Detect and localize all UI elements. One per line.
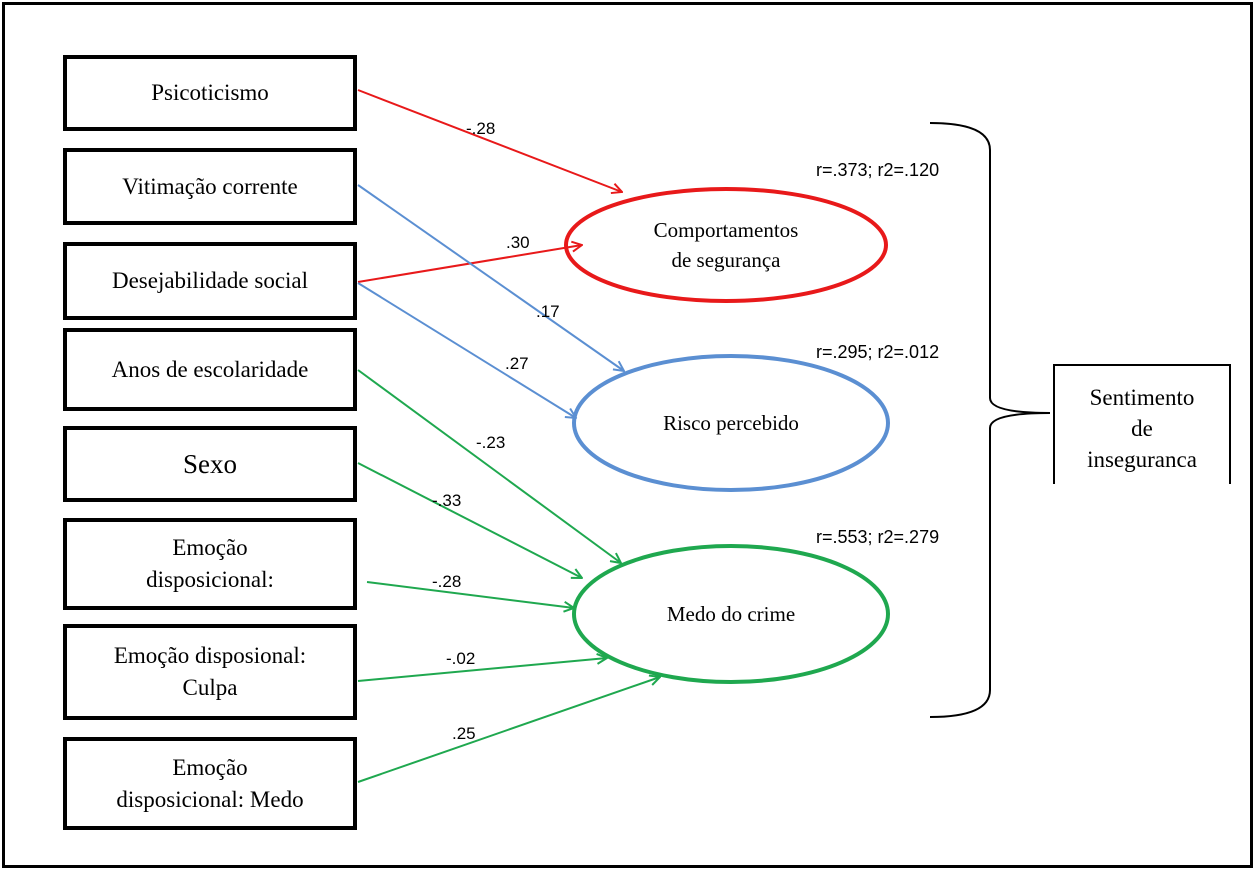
path-arrow-vitimacao-risco xyxy=(357,184,624,371)
predictor-label: Psicoticismo xyxy=(151,80,269,105)
path-arrow-psicoticismo-comportamentos xyxy=(357,89,622,192)
predictor-label: Emoção disposicional: Medo xyxy=(116,754,304,812)
predictor-label: Sexo xyxy=(183,449,237,479)
coef-sexo-medo: -.33 xyxy=(432,491,461,510)
coef-desejabilidade-risco: .27 xyxy=(505,354,529,373)
predictor-label: Desejabilidade social xyxy=(111,268,309,293)
construct-box: Sentimento de inseguranca xyxy=(1053,364,1231,484)
ellipse-comportamentos xyxy=(564,187,888,303)
ellipse-medo xyxy=(572,544,890,684)
path-arrow-sexo-medo xyxy=(357,462,582,578)
stats-medo: r=.553; r2=.279 xyxy=(816,527,939,547)
coef-emo-culpa-medo: -.02 xyxy=(446,649,475,668)
predictor-label: Emoção disposicional: xyxy=(146,535,274,592)
outcome-label-risco: Risco percebido xyxy=(663,411,799,435)
predictor-box-psicoticismo: Psicoticismo xyxy=(63,55,357,131)
predictor-box-desejabilidade: Desejabilidade social xyxy=(63,242,357,320)
stats-comportamentos: r=.373; r2=.120 xyxy=(816,160,939,180)
predictor-label: Emoção disposional: Culpa xyxy=(113,643,307,700)
path-arrow-emo-medo-medo xyxy=(357,677,660,783)
predictor-box-emo-disposicional: Emoção disposicional: xyxy=(63,518,357,610)
coef-psicoticismo-comportamentos: -.28 xyxy=(466,119,495,138)
coef-desejabilidade-comportamentos: .30 xyxy=(506,233,530,252)
construct-label: Sentimento de inseguranca xyxy=(1087,385,1197,472)
predictor-box-emo-medo: Emoção disposicional: Medo xyxy=(63,737,357,830)
stats-risco: r=.295; r2=.012 xyxy=(816,342,939,362)
predictor-box-escolaridade: Anos de escolaridade xyxy=(63,328,357,411)
predictor-label: Vitimação corrente xyxy=(122,173,298,199)
coef-emo-disposicional-medo: -.28 xyxy=(432,572,461,591)
ellipse-risco xyxy=(572,354,890,492)
path-arrow-emo-disposicional-medo xyxy=(366,581,574,608)
path-arrow-emo-culpa-medo xyxy=(357,658,607,682)
construct-brace xyxy=(929,122,1051,718)
predictor-label: Anos de escolaridade xyxy=(111,356,309,382)
predictor-box-vitimacao: Vitimação corrente xyxy=(63,148,357,225)
coef-emo-medo-medo: .25 xyxy=(452,724,476,743)
path-arrow-desejabilidade-risco xyxy=(357,282,576,418)
coef-escolaridade-medo: -.23 xyxy=(476,433,505,452)
predictor-box-sexo: Sexo xyxy=(63,426,357,502)
path-arrow-escolaridade-medo xyxy=(357,369,621,563)
outcome-label-comportamentos: Comportamentos de segurança xyxy=(653,218,799,272)
outcome-label-medo: Medo do crime xyxy=(666,602,796,626)
coef-vitimacao-risco: .17 xyxy=(536,302,560,321)
predictor-box-emo-culpa: Emoção disposional: Culpa xyxy=(63,624,357,720)
